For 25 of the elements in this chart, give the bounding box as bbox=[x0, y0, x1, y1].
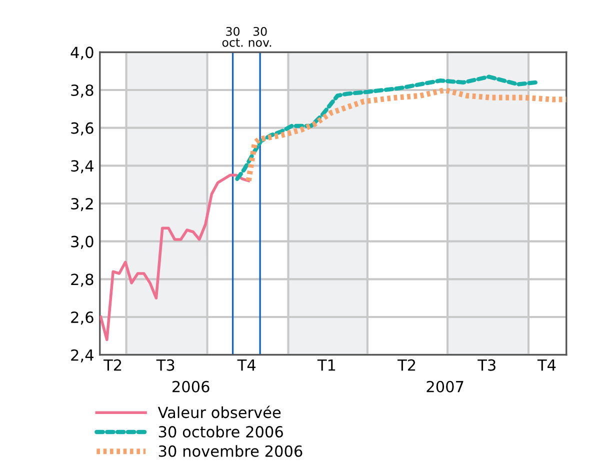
text: 2007 bbox=[426, 380, 464, 392]
y-tick-label: 3,6 bbox=[71, 122, 94, 136]
y-tick-label: 2,4 bbox=[71, 349, 94, 362]
x-tick-label: T2 bbox=[397, 359, 416, 371]
x-tick-label: T1 bbox=[317, 359, 336, 371]
y-tick-label: 3,0 bbox=[71, 236, 94, 249]
y-tick-label: 3,8 bbox=[71, 84, 94, 98]
y-tick-label: 4,0 bbox=[70, 46, 94, 60]
y-tick-label: 3,4 bbox=[71, 160, 94, 174]
y-tick-label: 3,2 bbox=[71, 198, 93, 212]
x-tick-label: T2 bbox=[104, 359, 122, 371]
ref-line-label: 30 nov. bbox=[248, 26, 272, 47]
text: 2006 bbox=[172, 380, 210, 392]
legend-label: 30 novembre 2006 bbox=[158, 445, 302, 457]
line-series bbox=[100, 174, 250, 342]
x-tick-label: T3 bbox=[156, 359, 174, 371]
legend-label: Valeur observée bbox=[158, 406, 281, 418]
legend-label: 30 octobre 2006 bbox=[158, 426, 283, 438]
ref-line-label: 30 oct. bbox=[222, 26, 243, 47]
line-series bbox=[235, 74, 538, 181]
x-tick-label: T4 bbox=[237, 359, 256, 371]
y-tick-label: 2,8 bbox=[71, 274, 94, 287]
x-tick-label: T4 bbox=[537, 359, 556, 371]
y-tick-label: 2,6 bbox=[71, 311, 94, 325]
x-tick-label: T3 bbox=[478, 359, 496, 371]
